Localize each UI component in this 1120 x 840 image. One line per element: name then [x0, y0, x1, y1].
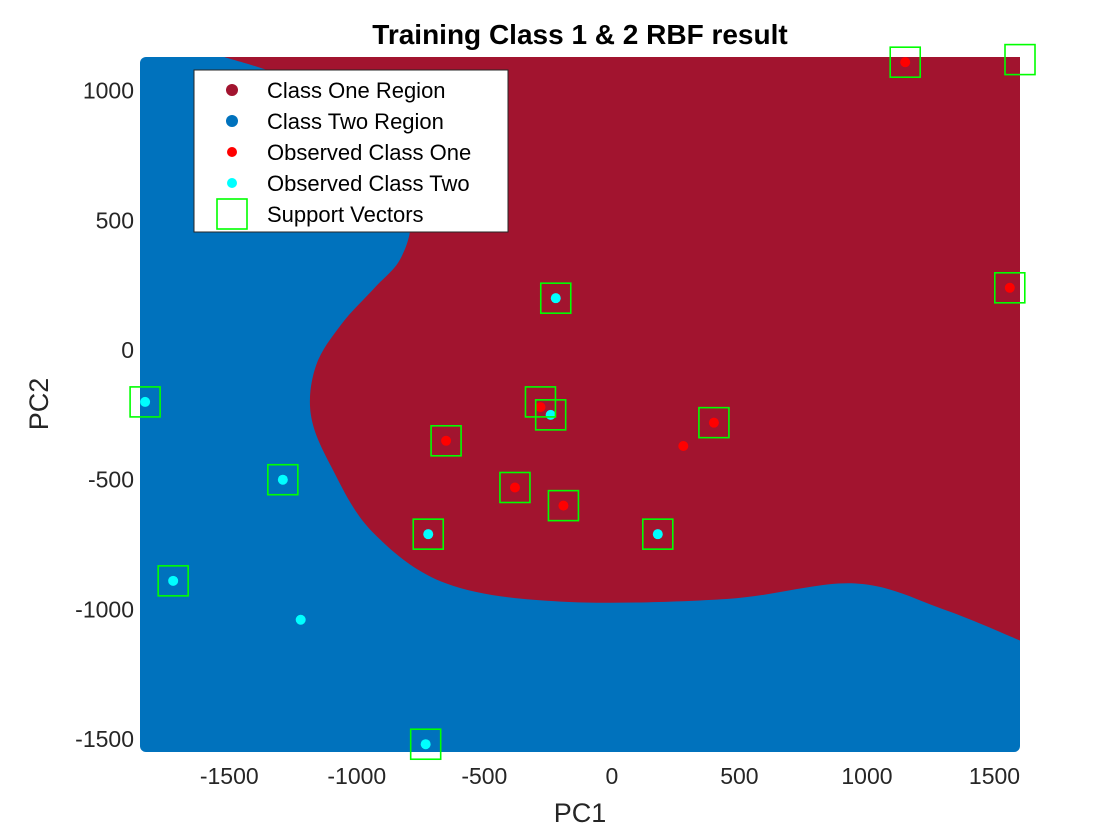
- observed-class-two-point-6: [550, 293, 561, 304]
- support-vector-marker-2: [993, 272, 1026, 304]
- legend-marker-4: [216, 198, 248, 230]
- observed-class-one-point-2: [441, 435, 452, 446]
- support-vector-marker-15: [409, 728, 442, 761]
- support-vector-marker-12: [412, 518, 445, 550]
- support-vector-marker-13: [641, 518, 674, 550]
- observed-class-two-point-4: [423, 529, 434, 540]
- observed-class-two-point-0: [140, 396, 151, 407]
- support-vector-marker-3: [539, 282, 572, 314]
- support-vector-marker-7: [430, 425, 462, 457]
- x-axis-ticks: -1500 -1000 -500 0 500 1000 1500: [200, 763, 1020, 789]
- x-tick-label: -1500: [200, 763, 259, 789]
- observed-class-one-point-5: [678, 440, 689, 451]
- points-layer: [140, 57, 1015, 750]
- legend-label-1: Class Two Region: [267, 109, 444, 134]
- support-vector-marker-10: [499, 471, 531, 504]
- y-tick-label: 500: [96, 207, 134, 233]
- legend: Class One Region Class Two Region Observed…: [193, 69, 509, 233]
- observed-class-one-point-0: [900, 57, 911, 68]
- support-vector-marker-5: [524, 386, 557, 418]
- x-tick-label: -500: [461, 763, 507, 789]
- observed-class-two-point-2: [277, 474, 288, 485]
- y-axis-ticks: -1500 -1000 -500 0 500 1000: [75, 78, 134, 752]
- y-axis-label: PC2: [24, 378, 54, 431]
- y-tick-label: -500: [88, 467, 134, 493]
- legend-marker-2: [227, 147, 237, 157]
- support-vector-marker-11: [547, 489, 580, 522]
- support-vector-marker-0: [889, 46, 922, 78]
- support-vector-marker-6: [534, 399, 567, 431]
- support-vector-marker-14: [157, 565, 189, 597]
- x-tick-label: 1000: [841, 763, 892, 789]
- legend-label-4: Support Vectors: [267, 202, 424, 227]
- observed-class-one-point-4: [558, 500, 569, 511]
- x-tick-label: -1000: [327, 763, 386, 789]
- y-tick-label: 0: [121, 337, 134, 363]
- support-vector-marker-1: [1004, 43, 1036, 76]
- legend-label-3: Observed Class Two: [267, 171, 470, 196]
- y-tick-label: -1500: [75, 726, 134, 752]
- x-axis-label: PC1: [554, 798, 607, 828]
- observed-class-one-point-1: [1004, 282, 1015, 293]
- y-tick-label: -1000: [75, 596, 134, 622]
- support-vector-marker-9: [267, 463, 299, 496]
- chart-title: Training Class 1 & 2 RBF result: [372, 19, 787, 50]
- x-tick-label: 1500: [969, 763, 1020, 789]
- observed-class-two-point-1: [168, 575, 179, 586]
- support-vector-marker-4: [129, 386, 161, 418]
- observed-class-two-point-8: [652, 529, 663, 540]
- observed-class-one-point-3: [509, 482, 520, 493]
- legend-marker-1: [226, 115, 238, 127]
- observed-class-one-point-7: [535, 402, 546, 413]
- support-vector-marker-8: [698, 406, 730, 439]
- x-tick-label: 0: [605, 763, 618, 789]
- legend-marker-3: [227, 178, 237, 188]
- observed-class-one-point-6: [708, 417, 719, 428]
- x-tick-label: 500: [720, 763, 758, 789]
- observed-class-two-point-5: [420, 739, 431, 750]
- observed-class-two-point-3: [295, 614, 306, 625]
- y-tick-label: 1000: [83, 78, 134, 104]
- legend-marker-0: [226, 84, 238, 96]
- observed-class-two-point-7: [545, 409, 556, 420]
- support-vectors-layer: [129, 43, 1036, 761]
- legend-label-0: Class One Region: [267, 78, 446, 103]
- legend-label-2: Observed Class One: [267, 140, 471, 165]
